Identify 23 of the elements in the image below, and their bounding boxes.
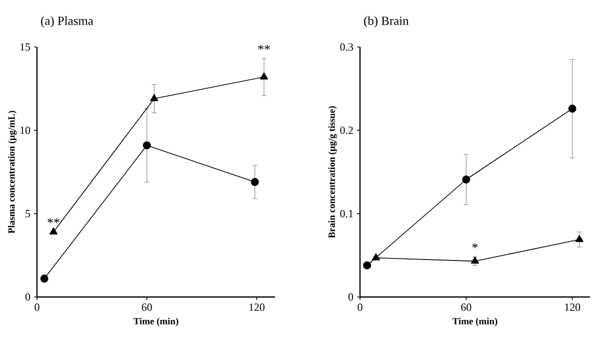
annotation: **: [48, 218, 60, 224]
x-tick-label: 60: [461, 304, 472, 311]
y-axis-title: Brain concentration (µg/g tissue): [328, 106, 337, 238]
x-tick-label: 0: [358, 304, 362, 311]
chart-title: (a) Plasma: [41, 16, 94, 28]
y-tick-label: 0.1: [340, 210, 353, 218]
y-tick-label: 5: [26, 210, 30, 218]
y-tick-label: 0: [25, 293, 30, 301]
x-tick-label: 120: [565, 304, 580, 311]
y-axis-title: Plasma concentration (µg/mL): [8, 110, 17, 234]
y-tick-label: 15: [20, 43, 30, 51]
x-tick-label: 60: [142, 304, 152, 311]
x-axis-title: Time (min): [452, 318, 498, 326]
y-tick-label: 0.2: [340, 126, 353, 134]
chart-title: (b) Brain: [364, 16, 409, 28]
x-axis-title: Time (min): [133, 318, 178, 326]
y-tick-label: 0: [348, 293, 354, 301]
y-tick-label: 10: [20, 126, 30, 134]
annotation: *: [472, 243, 478, 248]
annotation: **: [258, 45, 270, 50]
x-tick-label: 0: [34, 304, 40, 311]
x-tick-label: 120: [249, 304, 264, 311]
y-tick-label: 0.3: [340, 43, 354, 51]
